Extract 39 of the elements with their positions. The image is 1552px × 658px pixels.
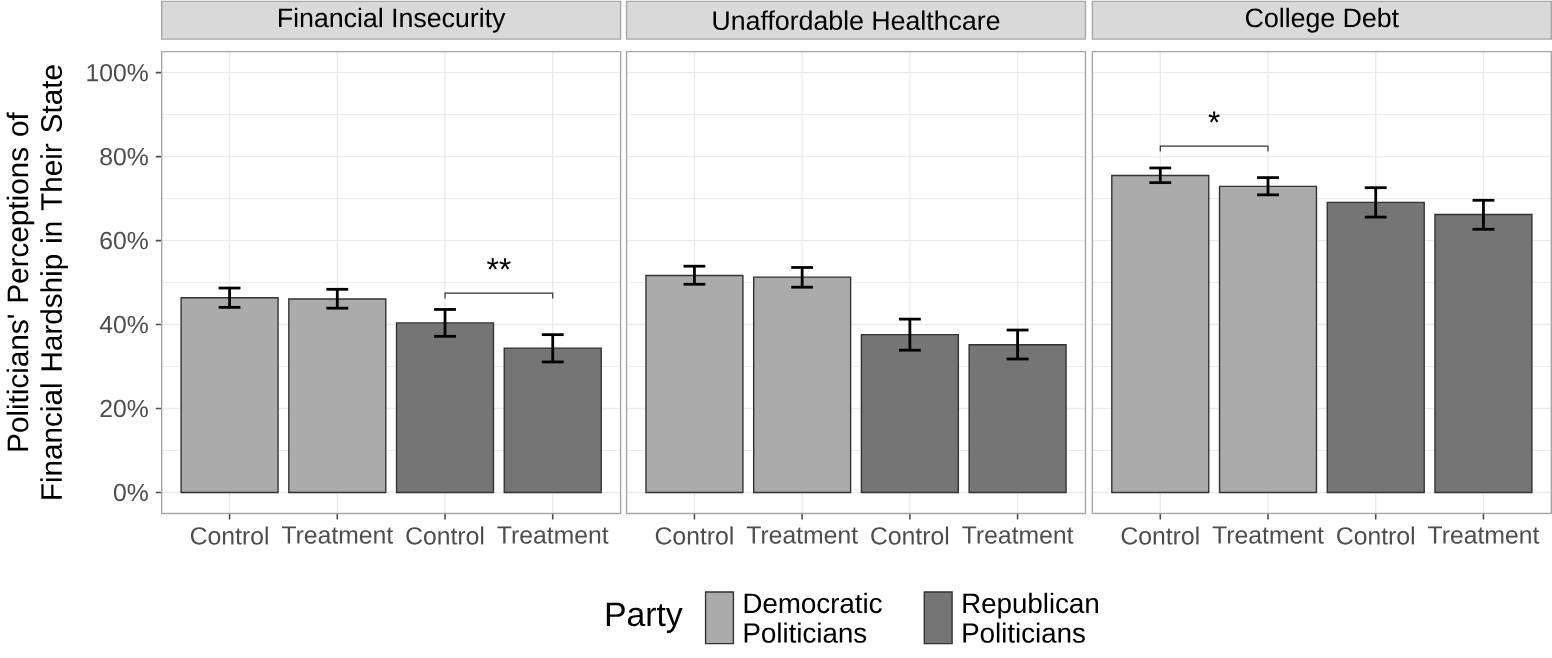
- legend-title: Party: [606, 602, 683, 634]
- bar: [1434, 214, 1533, 494]
- x-tick-label: Treatment: [746, 526, 858, 544]
- y-tick-label: 40%: [99, 316, 148, 334]
- y-tick-label: 80%: [100, 148, 148, 166]
- annotation: **: [487, 258, 511, 270]
- bar: [752, 276, 852, 494]
- bar: [1111, 175, 1210, 494]
- bar: [1218, 185, 1318, 494]
- y-tick-label: 60%: [100, 232, 148, 250]
- chart-title: Unaffordable Healthcare: [713, 10, 1000, 31]
- legend-label: Republican Politicians: [963, 593, 1098, 644]
- bar: [968, 344, 1067, 494]
- bar: [860, 334, 960, 494]
- bar: [180, 297, 279, 494]
- x-tick-label: Treatment: [1212, 526, 1324, 544]
- x-tick-label: Control: [1337, 526, 1414, 545]
- y-axis-title: Politicians' Perceptions of Financial Hardship in Their State: [6, 65, 68, 500]
- x-tick-label: Control: [655, 526, 733, 545]
- annotation: *: [1208, 111, 1220, 123]
- x-tick-label: Treatment: [497, 526, 609, 544]
- y-tick-label: 0%: [113, 484, 148, 502]
- bar: [395, 322, 495, 494]
- y-tick-label: 100%: [87, 64, 148, 82]
- bar: [1326, 201, 1425, 494]
- x-tick-label: Treatment: [962, 526, 1074, 544]
- y-tick-label: 20%: [100, 400, 148, 418]
- bar: [645, 274, 744, 494]
- x-tick-label: Treatment: [1428, 526, 1540, 544]
- x-tick-label: Treatment: [281, 526, 394, 544]
- chart-title: College Debt: [1245, 7, 1399, 33]
- x-tick-label: Control: [871, 526, 949, 545]
- x-tick-label: Control: [1121, 526, 1199, 545]
- bar: [503, 347, 602, 494]
- chart-title: Financial Insecurity: [279, 7, 506, 33]
- legend-label: Democratic Politicians: [744, 593, 882, 644]
- x-tick-label: Control: [190, 526, 268, 545]
- x-tick-label: Control: [406, 526, 484, 545]
- bar: [288, 298, 387, 494]
